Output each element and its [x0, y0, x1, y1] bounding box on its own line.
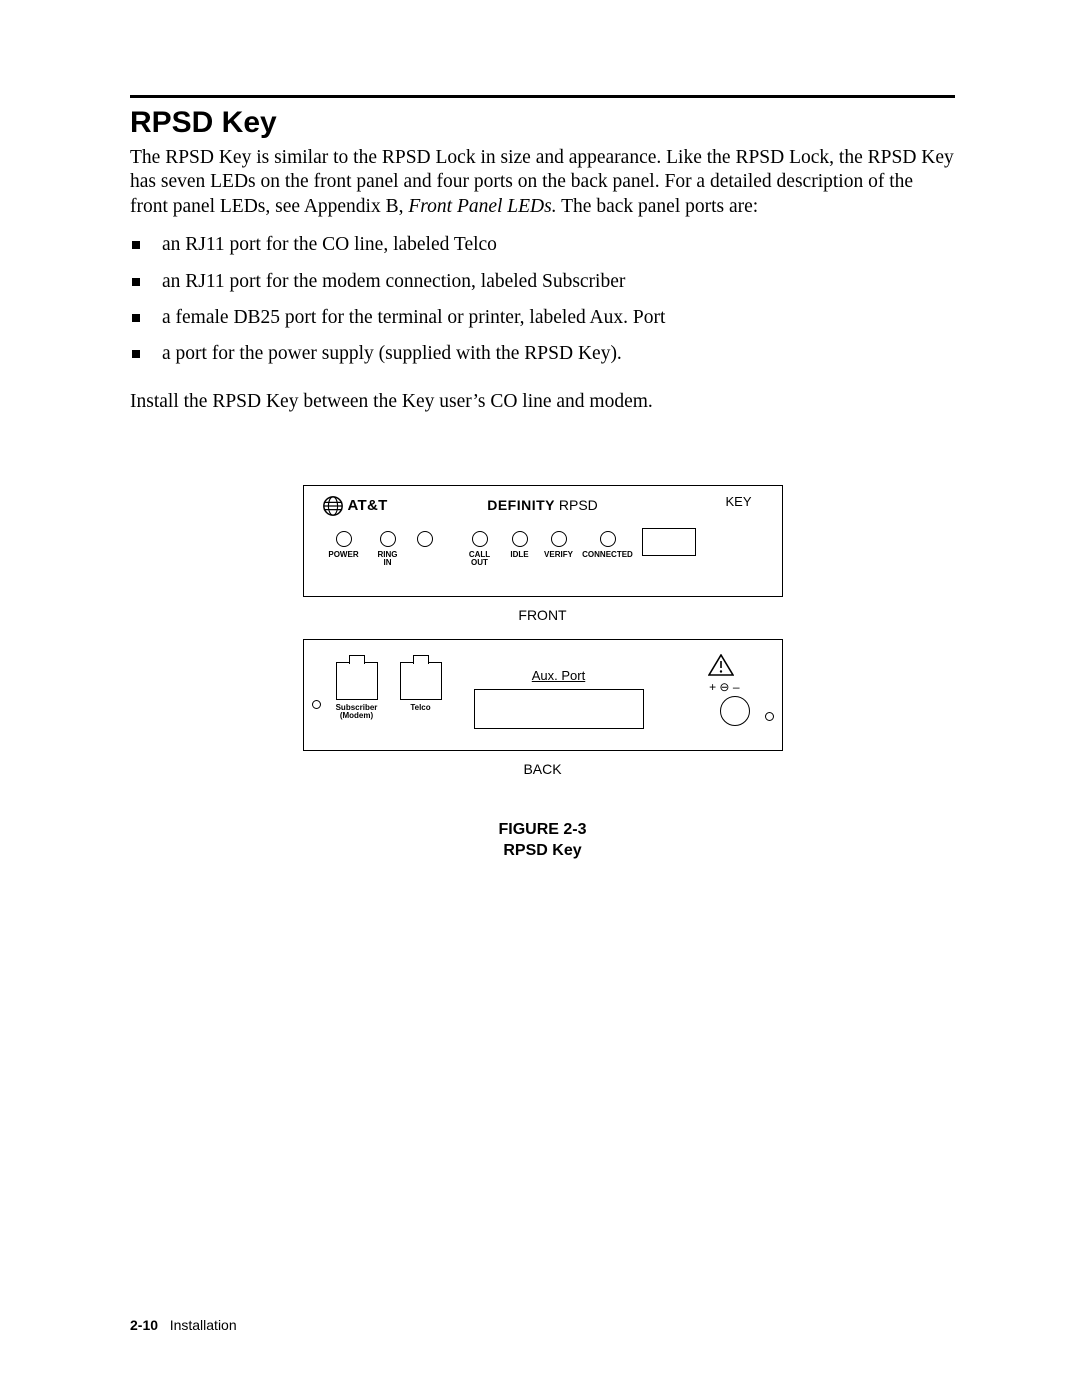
led-verify: VERIFY: [538, 531, 580, 560]
display-window: [642, 528, 696, 556]
list-bold: Telco: [454, 234, 497, 255]
aux-label: Aux. Port: [474, 668, 644, 683]
led-circle-icon: [472, 531, 488, 547]
aux-port-area: Aux. Port: [474, 668, 644, 729]
device-diagram: AT&T DEFINITY RPSD KEY POWER RING IN: [303, 485, 783, 793]
rj-label: Subscriber (Modem): [336, 704, 378, 722]
section-heading: RPSD Key: [130, 106, 955, 140]
key-label: KEY: [725, 494, 751, 509]
front-caption: FRONT: [303, 607, 783, 623]
list-item: an RJ11 port for the modem connection, l…: [130, 264, 955, 300]
power-jack-icon: [720, 696, 750, 726]
led-label: CONNECTED: [582, 551, 633, 560]
intro-italic: Front Panel LEDs.: [408, 196, 556, 217]
led-circle-icon: [551, 531, 567, 547]
screw-icon: [312, 700, 321, 709]
front-panel: AT&T DEFINITY RPSD KEY POWER RING IN: [303, 485, 783, 597]
page-footer: 2-10 Installation: [130, 1317, 237, 1333]
led-circle-icon: [512, 531, 528, 547]
back-caption: BACK: [303, 761, 783, 777]
db25-port-icon: [474, 689, 644, 729]
led-label: IDLE: [510, 551, 528, 560]
led-circle-icon: [380, 531, 396, 547]
figure-title: RPSD Key: [498, 840, 586, 862]
page-number: 2-10: [130, 1317, 158, 1333]
list-bold: Aux. Port: [590, 307, 666, 328]
rj-port-subscriber: Subscriber (Modem): [336, 662, 378, 722]
figure-number: FIGURE 2-3: [498, 819, 586, 841]
led-blank: [410, 531, 440, 551]
led-power: POWER: [322, 531, 366, 560]
figure-container: AT&T DEFINITY RPSD KEY POWER RING IN: [130, 485, 955, 862]
list-text: a female DB25 port for the terminal or p…: [162, 307, 590, 328]
polarity-symbol: + ⊖ –: [709, 680, 739, 694]
rj-shape-icon: [336, 662, 378, 700]
list-item: a port for the power supply (supplied wi…: [130, 336, 955, 372]
list-item: a female DB25 port for the terminal or p…: [130, 300, 955, 336]
list-bold: Subscriber: [542, 271, 625, 292]
title-rest: RPSD: [555, 497, 598, 513]
product-title: DEFINITY RPSD: [304, 497, 782, 513]
install-instruction: Install the RPSD Key between the Key use…: [130, 391, 955, 413]
back-panel: Subscriber (Modem) Telco Aux. Port + ⊖ –: [303, 639, 783, 751]
led-label: VERIFY: [544, 551, 573, 560]
led-label: RING IN: [378, 551, 398, 569]
intro-paragraph: The RPSD Key is similar to the RPSD Lock…: [130, 146, 955, 219]
section-name: Installation: [170, 1317, 237, 1333]
intro-text-2: The back panel ports are:: [557, 196, 759, 217]
horizontal-rule: [130, 95, 955, 98]
led-call-out: CALL OUT: [458, 531, 502, 569]
rj-shape-icon: [400, 662, 442, 700]
list-text: an RJ11 port for the modem connection, l…: [162, 271, 542, 292]
led-idle: IDLE: [502, 531, 538, 560]
title-bold: DEFINITY: [487, 497, 555, 513]
led-circle-icon: [417, 531, 433, 547]
warning-triangle-icon: [708, 654, 734, 676]
screw-icon: [765, 712, 774, 721]
led-ring-in: RING IN: [366, 531, 410, 569]
led-label: POWER: [328, 551, 358, 560]
rj-port-telco: Telco: [400, 662, 442, 713]
ports-list: an RJ11 port for the CO line, labeled Te…: [130, 227, 955, 373]
led-circle-icon: [600, 531, 616, 547]
led-label: CALL OUT: [469, 551, 490, 569]
figure-caption: FIGURE 2-3 RPSD Key: [498, 819, 586, 862]
list-text: a port for the power supply (supplied wi…: [162, 343, 622, 364]
led-row: POWER RING IN CALL OUT: [322, 531, 764, 569]
led-circle-icon: [336, 531, 352, 547]
rj-label: Telco: [400, 704, 442, 713]
list-item: an RJ11 port for the CO line, labeled Te…: [130, 227, 955, 263]
led-connected: CONNECTED: [580, 531, 636, 560]
list-text: an RJ11 port for the CO line, labeled: [162, 234, 454, 255]
